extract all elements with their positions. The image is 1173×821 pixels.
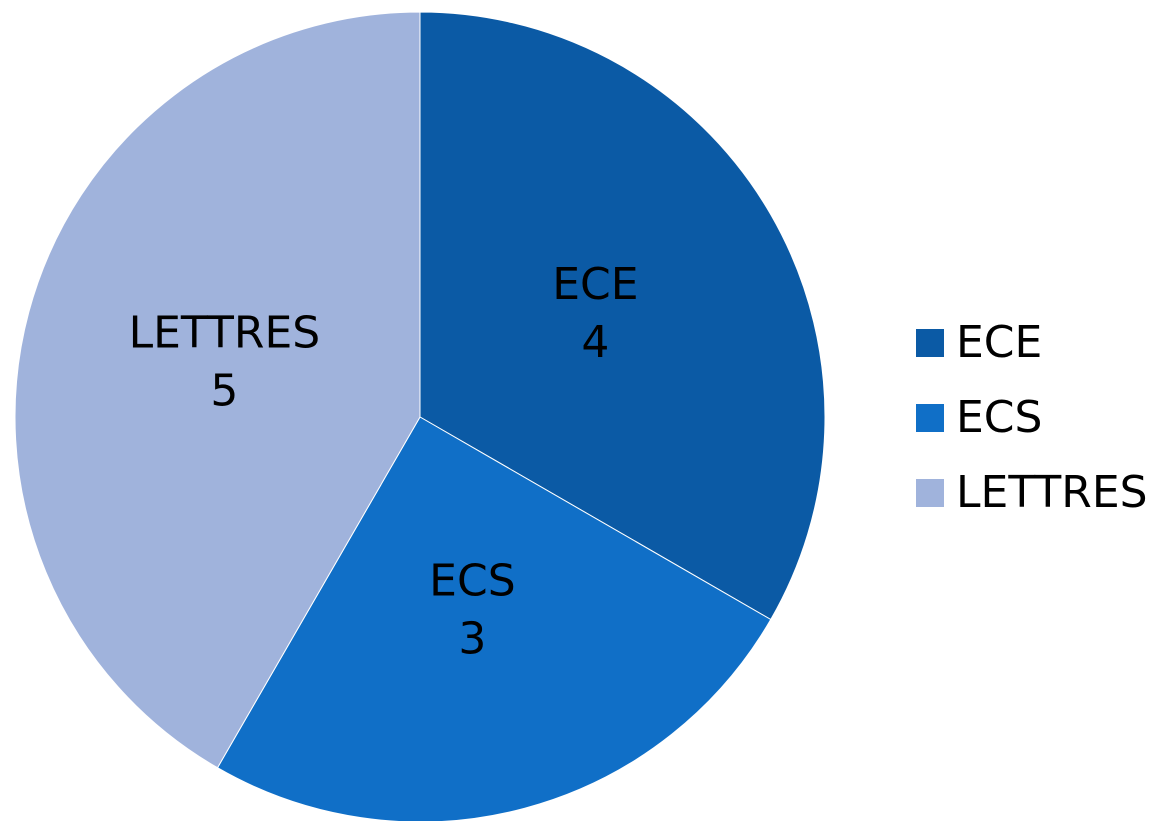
data-label-value: 4 — [581, 317, 609, 368]
pie-slice — [419, 11, 826, 621]
legend-label: ECS — [956, 392, 1042, 443]
legend-swatch — [916, 479, 944, 507]
pie-slice — [216, 416, 772, 821]
data-label-value: 3 — [458, 614, 486, 665]
legend-swatch — [916, 404, 944, 432]
data-label-value: 5 — [210, 366, 238, 417]
pie-slice — [14, 11, 421, 769]
legend-label: ECE — [956, 317, 1042, 368]
legend-swatch — [916, 329, 944, 357]
data-label-name: ECS — [429, 556, 515, 607]
data-label-name: LETTRES — [129, 308, 321, 359]
data-label-name: ECE — [552, 259, 638, 310]
legend-label: LETTRES — [956, 467, 1148, 518]
